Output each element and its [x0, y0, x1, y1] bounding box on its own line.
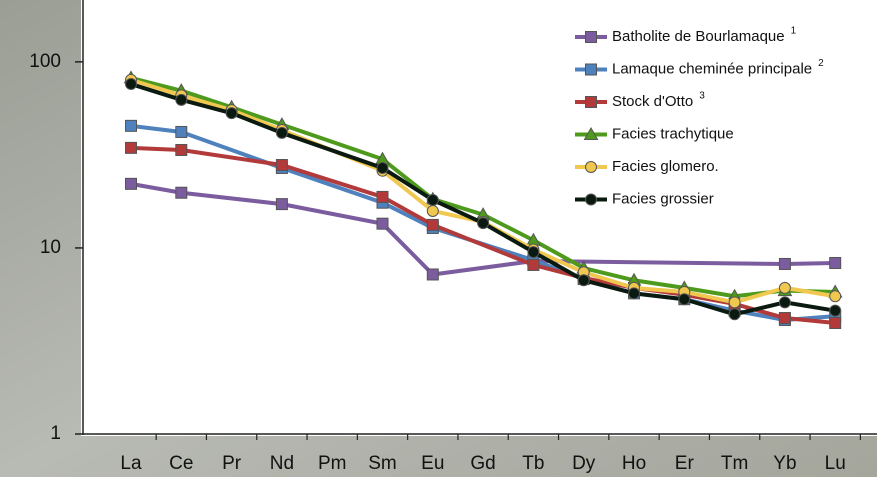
y-tick-label: 100	[29, 51, 61, 72]
x-tick-label: Sm	[368, 453, 397, 474]
marker	[778, 281, 791, 294]
marker	[125, 119, 137, 132]
x-tick-label: Ho	[622, 453, 646, 474]
marker	[175, 143, 188, 156]
marker	[778, 257, 791, 270]
x-tick-label: Nd	[270, 453, 294, 474]
legend-label: Lamaque cheminée principale	[612, 60, 812, 77]
marker	[577, 274, 590, 287]
series-line	[130, 145, 836, 325]
marker	[175, 186, 188, 199]
x-tick-label: Dy	[572, 453, 596, 474]
series-line	[130, 181, 836, 277]
marker	[275, 159, 288, 172]
legend-label: Facies trachytique	[612, 125, 734, 142]
marker	[728, 296, 741, 309]
marker	[376, 161, 389, 174]
y-tick-label: 1	[50, 423, 61, 444]
marker	[477, 217, 490, 230]
marker	[175, 125, 188, 138]
marker	[585, 63, 597, 76]
legend-superscript: 2	[818, 58, 824, 69]
y-tick-label: 10	[40, 237, 61, 258]
x-tick-label: Yb	[773, 453, 796, 474]
marker	[125, 78, 137, 91]
x-tick-label: Pr	[222, 453, 242, 474]
marker	[829, 290, 842, 303]
marker	[585, 96, 597, 108]
marker	[628, 287, 640, 300]
marker	[585, 31, 597, 43]
marker	[376, 190, 389, 203]
marker	[585, 161, 597, 173]
marker	[426, 218, 439, 231]
marker	[275, 198, 288, 211]
legend-label: Facies grossier	[612, 190, 714, 207]
marker	[583, 126, 599, 140]
marker	[829, 316, 842, 329]
x-tick-label: Pm	[318, 453, 347, 474]
x-tick-label: Tm	[721, 453, 748, 474]
marker	[125, 177, 137, 190]
x-tick-label: La	[120, 453, 142, 474]
marker	[678, 293, 691, 306]
legend-superscript: 3	[699, 91, 705, 102]
marker	[585, 193, 597, 206]
x-tick-label: Lu	[825, 453, 846, 474]
legend-label: Stock d'Otto	[612, 93, 693, 110]
x-tick-label: Gd	[470, 453, 495, 474]
x-tick-label: Ce	[169, 453, 193, 474]
x-tick-label: Er	[675, 453, 695, 474]
marker	[527, 258, 540, 271]
marker	[426, 204, 439, 217]
marker	[778, 312, 791, 325]
x-tick-label: Tb	[522, 453, 544, 474]
marker	[728, 308, 741, 321]
series-line	[130, 82, 836, 317]
marker	[426, 193, 439, 206]
series-line	[130, 75, 836, 299]
marker	[125, 141, 137, 154]
marker	[829, 256, 842, 269]
marker	[426, 268, 439, 281]
legend-label: Facies glomero.	[612, 158, 719, 175]
marker	[527, 246, 540, 259]
marker	[175, 93, 188, 106]
legend-label: Batholite de Bourlamaque	[612, 28, 785, 45]
marker	[225, 107, 238, 120]
marker	[275, 126, 288, 139]
marker	[778, 296, 791, 309]
marker	[829, 304, 842, 317]
legend-superscript: 1	[791, 26, 797, 37]
x-tick-label: Eu	[421, 453, 444, 474]
marker	[376, 217, 389, 230]
